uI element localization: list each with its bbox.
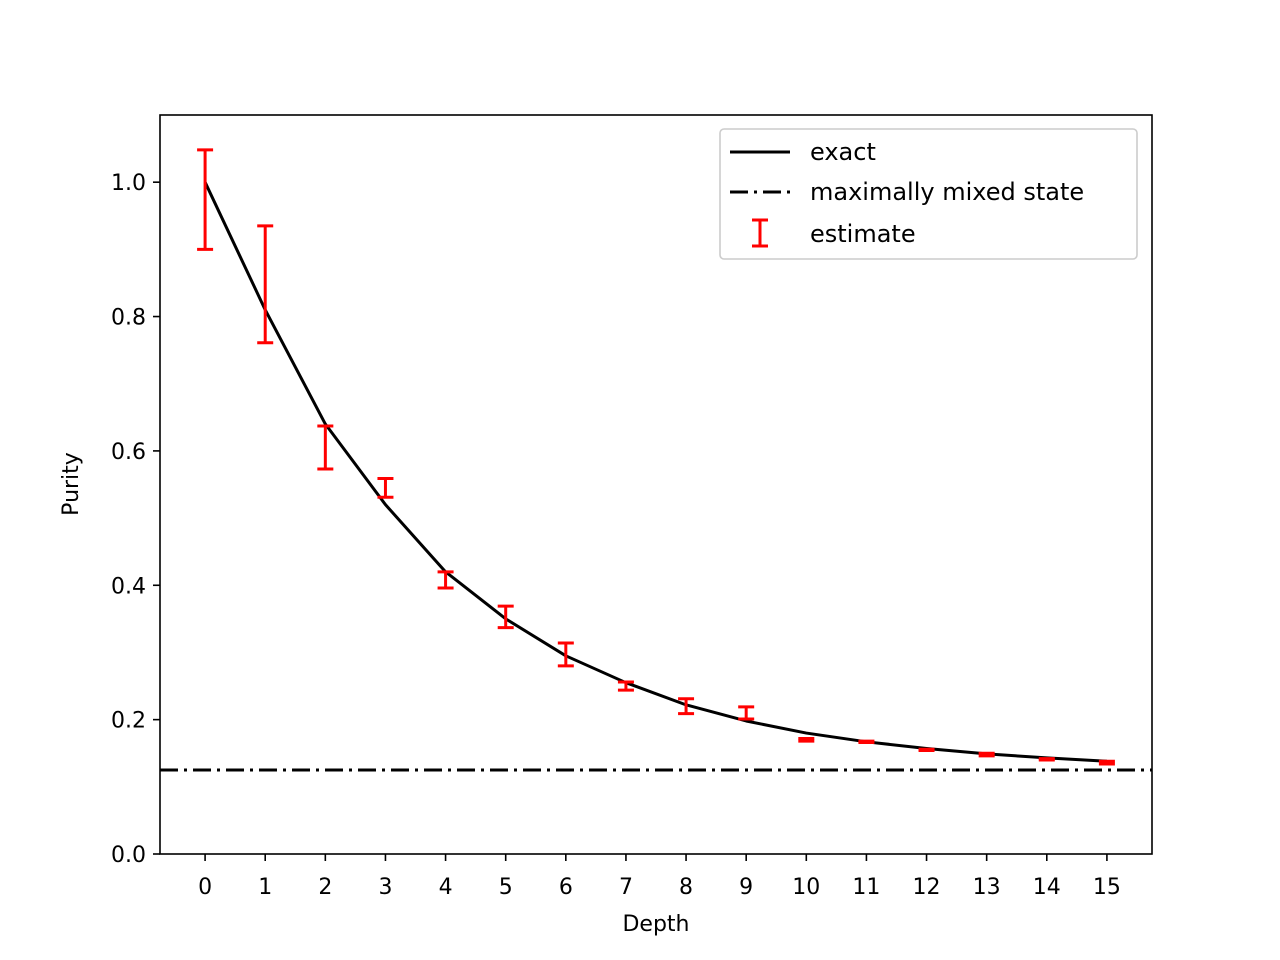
x-tick-label: 11 [852, 875, 880, 900]
estimate-errorbar [197, 148, 214, 251]
estimate-errorbar [557, 641, 574, 668]
legend-box [719, 128, 1138, 260]
series-exact-line [203, 181, 1107, 763]
estimate-errorbar [257, 224, 274, 345]
estimate-errorbar [1098, 759, 1115, 766]
legend-label-estimate: estimate [810, 220, 916, 248]
estimate-errorbar [678, 697, 695, 716]
x-tick-label: 2 [318, 875, 332, 900]
estimate-errorbar [317, 424, 334, 471]
plot-frame [159, 114, 1153, 855]
y-axis: 0.0 0.2 0.4 0.6 0.8 1.0 [111, 171, 160, 868]
y-tick-label: 0.2 [111, 709, 146, 734]
y-tick-label: 0.8 [111, 306, 146, 331]
x-axis-label: Depth [622, 912, 689, 937]
x-axis: 0 1 2 3 4 5 6 7 8 9 10 11 12 13 14 15 [198, 854, 1121, 900]
x-tick-label: 8 [679, 875, 693, 900]
estimate-errorbar [858, 739, 875, 744]
y-tick-label: 0.4 [111, 574, 146, 599]
y-axis-label: Purity [59, 452, 84, 516]
x-tick-label: 13 [973, 875, 1001, 900]
estimate-errorbar [617, 680, 634, 692]
x-tick-label: 14 [1033, 875, 1061, 900]
estimate-errorbar [738, 705, 755, 721]
x-tick-label: 3 [378, 875, 392, 900]
estimate-errorbar [377, 476, 394, 499]
estimate-errorbar [497, 604, 514, 630]
estimate-errorbar [798, 736, 815, 743]
y-tick-label: 0.6 [111, 440, 146, 465]
legend-label-exact: exact [810, 138, 876, 166]
estimate-errorbar [978, 751, 995, 758]
plot-area [160, 148, 1152, 772]
legend-label-maximally-mixed-state: maximally mixed state [810, 178, 1084, 206]
x-tick-label: 15 [1093, 875, 1121, 900]
x-tick-label: 10 [792, 875, 820, 900]
y-tick-label: 0.0 [111, 843, 146, 868]
x-tick-label: 4 [439, 875, 453, 900]
legend-swatch-estimate [752, 218, 768, 248]
estimate-errorbar [437, 570, 454, 590]
estimate-errorbar [918, 747, 935, 753]
y-tick-label: 1.0 [111, 171, 146, 196]
x-tick-label: 5 [499, 875, 513, 900]
x-tick-label: 12 [913, 875, 941, 900]
x-tick-label: 1 [258, 875, 272, 900]
x-tick-label: 9 [739, 875, 753, 900]
x-tick-label: 0 [198, 875, 212, 900]
x-tick-label: 7 [619, 875, 633, 900]
estimate-errorbar [1038, 757, 1055, 762]
x-tick-label: 6 [559, 875, 573, 900]
legend: exact maximally mixed state estimate [719, 128, 1138, 260]
